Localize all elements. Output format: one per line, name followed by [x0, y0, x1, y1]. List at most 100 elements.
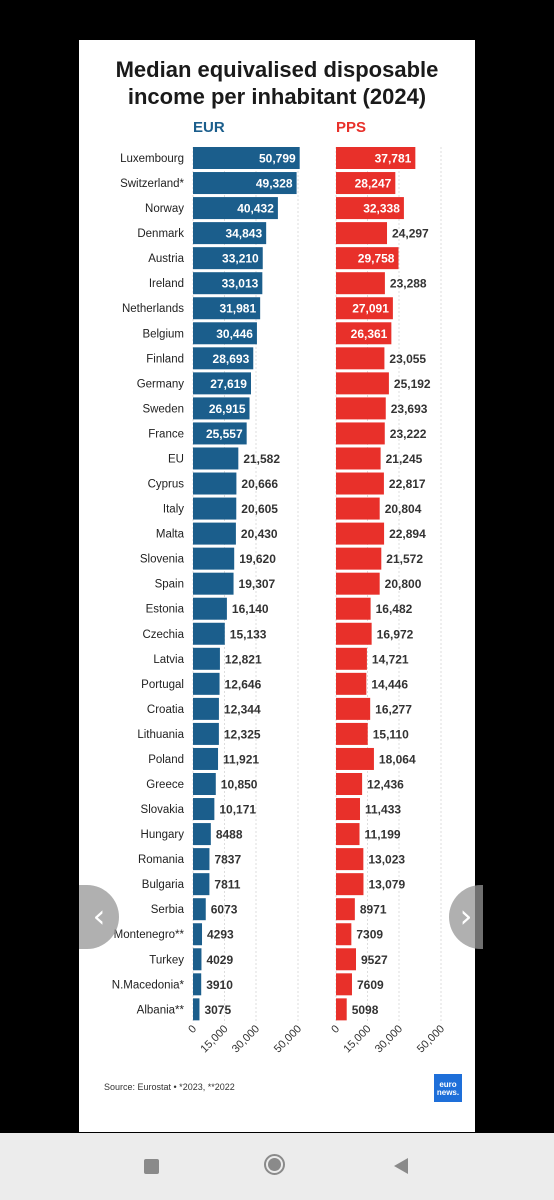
pps-bar — [336, 472, 384, 495]
category-label: Estonia — [146, 604, 185, 616]
eur-bar — [193, 747, 219, 770]
eur-tick-label: 30,000 — [230, 1023, 262, 1055]
chart-card — [79, 40, 475, 1132]
category-label: Malta — [156, 529, 185, 541]
pps-bar — [336, 297, 393, 320]
home-icon[interactable] — [264, 1154, 285, 1175]
pps-bar — [336, 572, 380, 595]
category-label: Slovakia — [141, 804, 185, 816]
eur-bar — [193, 222, 267, 245]
pps-bar — [336, 222, 388, 245]
eur-data-label: 49,328 — [256, 177, 293, 191]
eur-bar — [193, 347, 254, 370]
eur-bar — [193, 773, 216, 795]
category-label: Ireland — [149, 278, 184, 290]
pps-data-label: 32,338 — [363, 202, 400, 216]
category-label: Austria — [148, 253, 184, 265]
eur-data-label: 20,666 — [241, 477, 278, 491]
eur-bar — [193, 547, 235, 570]
chart-title-line1: Median equivalised disposable — [115, 57, 439, 82]
eur-data-label: 30,446 — [216, 327, 253, 341]
eur-bar — [193, 497, 237, 520]
pps-data-label: 5098 — [352, 1003, 379, 1017]
eur-bar — [193, 147, 300, 169]
pps-bar — [336, 823, 360, 846]
pps-data-label: 11,199 — [365, 828, 401, 842]
pps-data-label: 23,055 — [389, 352, 426, 366]
eur-bar — [193, 472, 237, 495]
category-label: Belgium — [142, 328, 184, 340]
eur-bar — [193, 622, 225, 645]
pps-bar — [336, 547, 382, 570]
category-label: Finland — [146, 353, 184, 365]
category-label: Hungary — [141, 829, 185, 841]
eur-bar — [193, 447, 239, 470]
eur-data-label: 40,432 — [237, 202, 274, 216]
pps-bar — [336, 247, 399, 270]
eur-bar — [193, 372, 251, 395]
pps-bar — [336, 197, 404, 220]
pps-bar — [336, 923, 352, 946]
pps-data-label: 14,721 — [372, 652, 409, 666]
eur-bar — [193, 647, 220, 670]
category-label: Italy — [163, 504, 184, 516]
eur-bar — [193, 522, 236, 545]
category-label: Lithuania — [137, 729, 184, 741]
eur-bar — [193, 873, 210, 896]
eur-data-label: 6073 — [211, 903, 238, 917]
eur-data-label: 7837 — [214, 853, 241, 867]
pps-bar — [336, 347, 385, 370]
category-label: Switzerland* — [120, 178, 184, 190]
eur-data-label: 4029 — [206, 953, 233, 967]
pps-data-label: 13,023 — [368, 853, 405, 867]
category-label: Croatia — [147, 704, 185, 716]
eur-data-label: 19,307 — [239, 577, 276, 591]
category-label: Luxembourg — [120, 153, 184, 165]
pps-bar — [336, 372, 389, 395]
category-label: Cyprus — [148, 479, 185, 491]
pps-data-label: 16,277 — [375, 702, 412, 716]
category-label: Romania — [138, 854, 185, 866]
pps-data-label: 13,079 — [368, 878, 405, 892]
category-label: France — [148, 428, 184, 440]
category-label: Poland — [148, 754, 184, 766]
eur-bar — [193, 697, 219, 720]
pps-bar — [336, 322, 392, 345]
pps-data-label: 16,972 — [377, 627, 414, 641]
pps-bar — [336, 422, 385, 445]
category-label: Czechia — [142, 629, 184, 641]
pps-bar — [336, 172, 396, 195]
pps-data-label: 11,433 — [365, 803, 401, 817]
pps-bar — [336, 948, 357, 971]
category-label: Denmark — [137, 228, 184, 240]
eur-bar — [193, 798, 215, 821]
home-icon-dot — [268, 1158, 281, 1171]
pps-bar — [336, 622, 372, 645]
pps-bar — [336, 447, 381, 470]
pps-data-label: 29,758 — [358, 252, 395, 266]
eur-tick-label: 50,000 — [272, 1023, 304, 1055]
eur-bar — [193, 247, 263, 270]
eur-header: EUR — [193, 119, 225, 136]
pps-bar — [336, 597, 371, 620]
category-label: EU — [168, 453, 184, 465]
pps-data-label: 23,693 — [391, 402, 428, 416]
recent-apps-icon[interactable] — [144, 1159, 159, 1174]
pps-data-label: 15,110 — [373, 727, 409, 741]
category-label: Spain — [155, 579, 184, 591]
eur-data-label: 19,620 — [239, 552, 276, 566]
eur-data-label: 12,646 — [225, 677, 262, 691]
pps-bar — [336, 147, 416, 169]
chart-title: Median equivalised disposable income per… — [79, 56, 475, 110]
bar-chart: Luxembourg 50,799 37,781 Switzerland* 49,328… — [112, 147, 447, 1055]
pps-bar — [336, 697, 371, 720]
chart-title-line2: income per inhabitant (2024) — [127, 84, 427, 109]
pps-data-label: 25,192 — [394, 377, 431, 391]
back-icon[interactable] — [394, 1158, 408, 1174]
pps-bar — [336, 747, 374, 770]
source-note: Source: Eurostat • *2023, **2022 — [104, 1082, 235, 1092]
pps-data-label: 26,361 — [351, 327, 388, 341]
eur-tick-label: 0 — [186, 1023, 199, 1036]
eur-data-label: 31,981 — [219, 302, 256, 316]
category-label: Turkey — [149, 954, 184, 966]
